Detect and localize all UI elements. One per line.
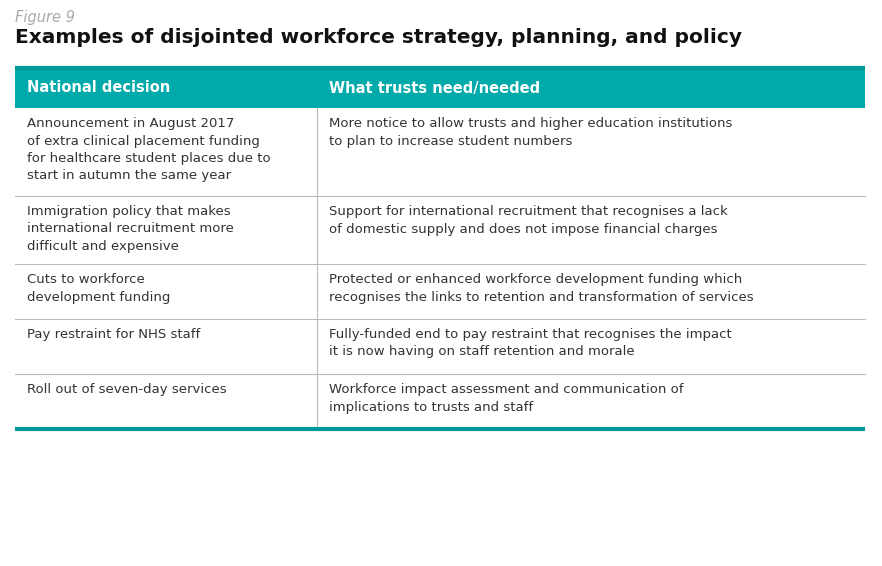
- Bar: [15, 319, 865, 374]
- Text: Immigration policy that makes
international recruitment more
difficult and expen: Immigration policy that makes internatio…: [27, 205, 234, 253]
- Text: National decision: National decision: [27, 80, 170, 96]
- Text: What trusts need/needed: What trusts need/needed: [329, 80, 540, 96]
- Text: More notice to allow trusts and higher education institutions
to plan to increas: More notice to allow trusts and higher e…: [329, 117, 732, 148]
- Text: Protected or enhanced workforce development funding which
recognises the links t: Protected or enhanced workforce developm…: [329, 273, 753, 303]
- Text: Support for international recruitment that recognises a lack
of domestic supply : Support for international recruitment th…: [329, 205, 728, 235]
- Text: Roll out of seven-day services: Roll out of seven-day services: [27, 383, 227, 396]
- Text: Workforce impact assessment and communication of
implications to trusts and staf: Workforce impact assessment and communic…: [329, 383, 684, 414]
- Text: Figure 9: Figure 9: [15, 10, 75, 25]
- Bar: [15, 374, 865, 429]
- Bar: [15, 68, 865, 108]
- Text: Fully-funded end to pay restraint that recognises the impact
it is now having on: Fully-funded end to pay restraint that r…: [329, 328, 731, 358]
- Bar: [15, 196, 865, 264]
- Text: Cuts to workforce
development funding: Cuts to workforce development funding: [27, 273, 170, 303]
- Text: Pay restraint for NHS staff: Pay restraint for NHS staff: [27, 328, 200, 341]
- Bar: [15, 264, 865, 319]
- Bar: [15, 108, 865, 196]
- Text: Examples of disjointed workforce strategy, planning, and policy: Examples of disjointed workforce strateg…: [15, 28, 742, 47]
- Text: Announcement in August 2017
of extra clinical placement funding
for healthcare s: Announcement in August 2017 of extra cli…: [27, 117, 271, 182]
